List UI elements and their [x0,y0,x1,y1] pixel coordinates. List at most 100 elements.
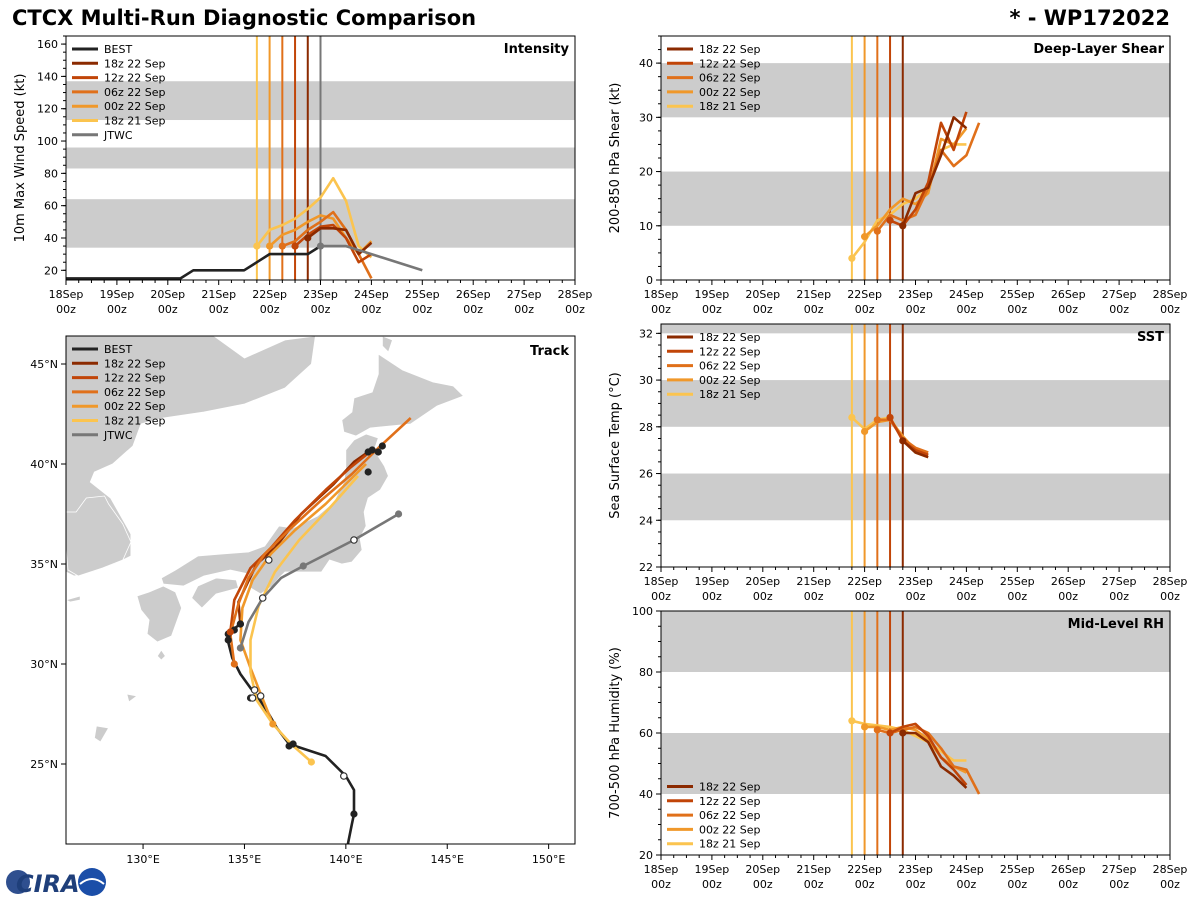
legend-label-06z-22-sep: 06z 22 Sep [699,360,761,373]
track-position-18z-22-sep [378,442,386,450]
track-series-06z-22-sep [229,417,412,665]
intensity-panel-title: Intensity [504,42,570,57]
sst-x-tick-label: 19Sep [695,575,730,588]
track-position-best [224,636,232,644]
sst-x-tick-label: 27Sep [1102,575,1137,588]
track-y-tick-label: 45°N [30,358,58,371]
shear-y-tick-label: 20 [639,166,653,179]
legend-label-00z-22-sep: 00z 22 Sep [104,100,166,113]
cira-logo: CIRA [6,868,106,898]
shear-point-18z-21-sep [848,254,856,262]
track-map-layer [66,336,465,844]
sst-x-tick-label: 18Sep [644,575,679,588]
rh-x-tick-label: 28Sep [1153,863,1188,876]
sst-point-06z-22-sep [873,416,881,424]
shear-panel-title: Deep-Layer Shear [1033,42,1164,57]
sst-x-tick-label: 21Sep [796,575,831,588]
rh-y-tick-label: 80 [639,666,653,679]
sst-x-tick-label: 00z [1109,590,1129,603]
rh-x-tick-label: 20Sep [745,863,780,876]
shear-x-tick-label: 00z [702,303,722,316]
sst-x-tick-label: 00z [1058,590,1078,603]
intensity-point-06z-22-sep [278,242,286,250]
track-position-18z-22-sep [236,620,244,628]
shear-y-tick-label: 10 [639,220,653,233]
rh-x-tick-label: 23Sep [898,863,933,876]
track-open-position-18z-22-sep [264,556,273,564]
shear-series-18z-22-sep [901,116,968,227]
legend-label-best: BEST [104,343,132,356]
intensity-point-00z-22-sep [266,242,274,250]
sst-band-2 [661,324,1170,334]
sst-series-18z-22-sep [901,439,929,459]
intensity-x-tick-label: 22Sep [252,288,287,301]
rh-series-12z-22-sep [889,722,968,786]
track-x-tick-label: 140°E [329,853,362,866]
shear-x-tick-label: 24Sep [949,288,984,301]
intensity-x-tick-label: 00z [56,303,76,316]
sst-x-tick-label: 22Sep [847,575,882,588]
track-position-12z-22-sep [226,628,234,636]
track-series-00z-22-sep [239,463,368,725]
legend-label-12z-22-sep: 12z 22 Sep [104,72,166,85]
track-frame [65,335,576,845]
rh-x-tick-label: 24Sep [949,863,984,876]
intensity-x-tick-label: 00z [158,303,178,316]
logo-text: CIRA [16,870,80,898]
shear-x-tick-label: 28Sep [1153,288,1188,301]
rh-x-tick-label: 00z [753,878,773,891]
legend-label-jtwc: JTWC [103,129,133,142]
track-x-axis: 130°E 135°E 140°E 145°E 150°E [126,844,565,866]
track-position-best [350,810,358,818]
sst-band-0 [661,473,1170,521]
storm-id: * - WP172022 [1009,6,1170,30]
rh-point-18z-22-sep [899,729,907,737]
track-open-position-jtwc [256,692,265,700]
sst-point-18z-22-sep [899,437,907,445]
logo-wave-icon [79,878,105,885]
shear-x-tick-label: 19Sep [695,288,730,301]
sst-panel-title: SST [1137,330,1164,345]
sst-point-12z-22-sep [886,413,894,422]
rh-series-00z-22-sep [864,725,967,774]
shear-x-tick-label: 00z [651,303,671,316]
track-position-best [285,742,293,750]
shear-x-tick-label: 00z [855,303,875,316]
sst-y-tick-label: 30 [639,374,653,387]
intensity-x-tick-label: 18Sep [49,288,84,301]
track-position-18z-21-sep [307,758,315,766]
panel-shear: 18Sep 00z 19Sep 00z 20Sep 00z 21Sep 00z 22Sep 00z… [608,35,1188,316]
rh-x-tick-label: 27Sep [1102,863,1137,876]
track-y-tick-label: 30°N [30,658,58,671]
sst-x-tick-label: 00z [855,590,875,603]
sst-y-axis: 22 24 26 28 30 32 [639,327,661,574]
intensity-x-tick-label: 25Sep [405,288,440,301]
rh-x-tick-label: 00z [1007,878,1027,891]
intensity-y-axis: 20 40 60 80 100 120 140 160 [37,35,66,277]
intensity-point-12z-22-sep [291,242,299,250]
rh-point-12z-22-sep [886,729,894,737]
panel-sst: 18Sep 00z 19Sep 00z 20Sep 00z 21Sep 00z 22Sep 00z… [608,323,1188,603]
rh-band-1 [661,611,1170,672]
rh-x-tick-label: 19Sep [695,863,730,876]
sst-x-tick-label: 00z [957,590,977,603]
land-shikoku [191,577,239,609]
intensity-x-tick-label: 00z [362,303,382,316]
rh-x-tick-label: 00z [1058,878,1078,891]
track-series-18z-21-sep [249,475,359,763]
sst-y-axis-label: Sea Surface Temp (°C) [608,372,623,519]
panel-track: 130°E 135°E 140°E 145°E 150°E 25°N 30°N 35°N 40°… [30,335,576,866]
shear-x-tick-label: 21Sep [796,288,831,301]
intensity-series-best [66,245,322,280]
land-mainland-asia [66,336,316,577]
shear-x-tick-label: 27Sep [1102,288,1137,301]
intensity-x-tick-label: 00z [311,303,331,316]
shear-plot-layer [661,36,1170,280]
sst-y-tick-label: 24 [639,514,653,527]
intensity-x-tick-label: 23Sep [303,288,338,301]
sst-x-tick-label: 28Sep [1153,575,1188,588]
sst-y-tick-label: 22 [639,561,653,574]
